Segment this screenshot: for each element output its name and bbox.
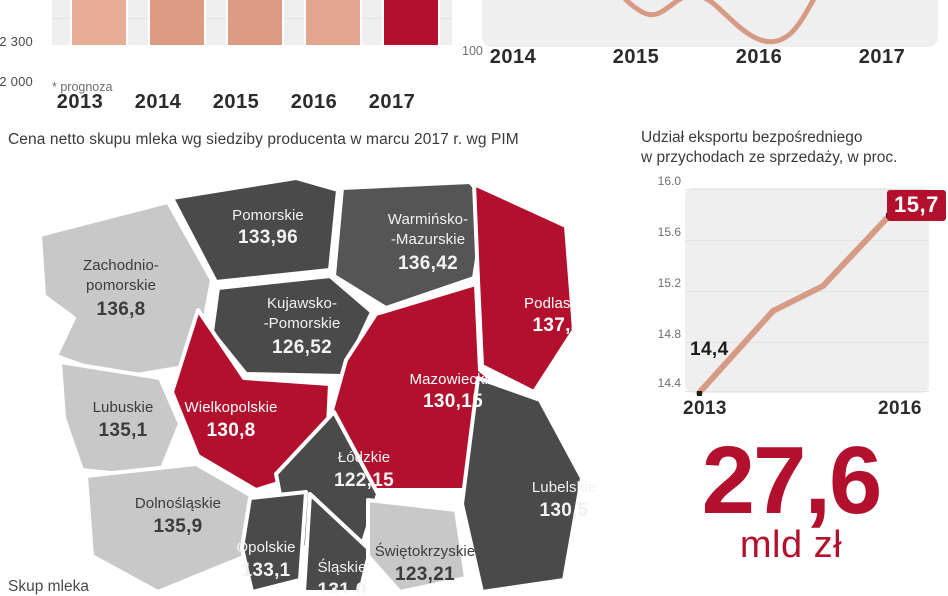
region-swietokrzyskie[interactable] (366, 498, 468, 593)
label-podlaskie-name: Podlaskie (524, 295, 590, 312)
bar-ytick-upper: 12 300 (0, 34, 33, 49)
label-dolnoslaskie-value: 135,9 (153, 516, 202, 537)
region-opolskie[interactable] (240, 490, 308, 593)
label-swietokrzyskie-value: 123,21 (395, 564, 455, 585)
label-opolskie-name: Opolskie (236, 539, 295, 556)
bar-ytick-lower: 12 000 (0, 74, 33, 89)
line-xtick-2017: 2017 (858, 46, 906, 68)
headline-figure-unit: mld zł (739, 524, 843, 566)
line-xtick-2015: 2015 (612, 46, 660, 68)
export-xtick-2016: 2016 (878, 398, 922, 419)
label-lodzkie-value: 122,15 (334, 470, 394, 491)
bar-xtick-2013: 2013 (56, 91, 104, 113)
map-title: Cena netto skupu mleka wg siedziby produ… (8, 131, 519, 148)
region-warminsko-mazurskie[interactable] (332, 180, 488, 310)
headline-figure: 27,6 mld zł (641, 427, 941, 567)
bar-xtick-2015: 2015 (212, 91, 260, 113)
line-chart-plot-area (482, 0, 938, 47)
label-kujawsko-name2: -Pomorskie (264, 315, 341, 332)
export-start-value-label: 14,4 (690, 339, 729, 360)
region-slaskie[interactable] (302, 492, 372, 593)
label-podlaskie-value: 137,5 (532, 315, 581, 336)
label-slaskie-value: 131,0 (317, 580, 366, 593)
label-lubelskie-value: 130,5 (539, 500, 588, 521)
label-warminsko-name1: Warmińsko- (388, 211, 468, 228)
top-charts-strip: 12 300 12 000 2013 2014 2015 2016 2017 *… (0, 0, 948, 113)
export-end-value-badge: 15,7 (887, 190, 946, 221)
export-chart-svg (696, 213, 892, 396)
label-slaskie-name: Śląskie (317, 558, 366, 576)
bar-2013 (70, 0, 128, 45)
export-gridline (685, 391, 929, 392)
region-pomorskie[interactable] (170, 176, 340, 284)
label-zachodniopomorskie-name2: pomorskie (86, 277, 156, 294)
label-lubuskie-name: Lubuskie (93, 399, 154, 416)
label-wielkopolskie-value: 130,8 (206, 420, 255, 441)
line-xtick-2014: 2014 (489, 46, 537, 68)
label-kujawsko-name1: Kujawsko- (267, 295, 337, 312)
line-chart-svg (622, 0, 817, 45)
bar-chart-plot-area (52, 0, 452, 45)
bar-2014 (148, 0, 206, 45)
label-mazowieckie-value: 130,15 (423, 391, 483, 412)
region-podlaskie[interactable] (472, 182, 576, 394)
export-chart-plot-area (685, 188, 929, 393)
export-share-line-chart: 16.0 15.6 15.2 14.8 14.4 2013 2016 15,7 … (641, 174, 946, 426)
line-xtick-2016: 2016 (735, 46, 783, 68)
label-pomorskie-name: Pomorskie (232, 207, 304, 224)
milk-purchase-bar-chart: 12 300 12 000 2013 2014 2015 2016 2017 *… (0, 0, 462, 113)
label-lubelskie-name: Lubelskie (532, 479, 596, 496)
label-lodzkie-name: Łódzkie (338, 449, 390, 466)
export-ytick-14-8: 14.8 (657, 327, 681, 341)
export-gridline (685, 342, 929, 343)
price-index-line-chart: 100 2014 2015 2016 2017 (462, 0, 948, 110)
label-zachodniopomorskie-name1: Zachodnio- (83, 257, 159, 274)
bar-2016 (304, 0, 362, 45)
region-lubelskie[interactable] (460, 376, 584, 593)
label-zachodniopomorskie-value: 136,8 (96, 299, 145, 320)
label-lubuskie-value: 135,1 (98, 420, 147, 441)
label-pomorskie-value: 133,96 (238, 227, 298, 248)
export-ytick-14-4: 14.4 (657, 376, 681, 390)
line-ytick-100: 100 (462, 44, 483, 58)
bar-chart-axis: 12 300 12 000 2013 2014 2015 2016 2017 (0, 34, 462, 113)
label-opolskie-value: 133,1 (241, 560, 290, 581)
export-xtick-2013: 2013 (683, 398, 727, 419)
label-mazowieckie-name: Mazowieckie (410, 371, 497, 388)
label-wielkopolskie-name: Wielkopolskie (185, 399, 278, 416)
export-ytick-15-6: 15.6 (657, 225, 681, 239)
bar-xtick-2016: 2016 (290, 91, 338, 113)
poland-voivodeship-map: Pomorskie 133,96 Warmińsko- -Mazurskie 1… (0, 160, 630, 593)
headline-figure-value: 27,6 (701, 427, 883, 534)
bar-xtick-2017: 2017 (368, 91, 416, 113)
export-ytick-15-2: 15.2 (657, 276, 681, 290)
map-footnote: Skup mleka (8, 578, 89, 595)
bar-2015 (226, 0, 284, 45)
bar-2017 (382, 0, 440, 45)
label-dolnoslaskie-name: Dolnośląskie (135, 495, 221, 512)
export-title-line2: w przychodach ze sprzedaży, w proc. (641, 149, 898, 166)
export-gridline (685, 189, 929, 190)
export-chart-title: Udział eksportu bezpośredniego w przycho… (641, 128, 941, 168)
label-warminsko-value: 136,42 (398, 253, 458, 274)
export-ytick-16-0: 16.0 (657, 174, 681, 188)
label-warminsko-name2: -Mazurskie (391, 231, 465, 248)
bar-chart-footnote: * prognoza (52, 80, 113, 94)
export-title-line1: Udział eksportu bezpośredniego (641, 129, 863, 146)
export-gridline (685, 240, 929, 241)
label-swietokrzyskie-name: Świętokrzyskie (375, 542, 476, 560)
bar-xtick-2014: 2014 (134, 91, 182, 113)
export-start-marker (697, 391, 702, 396)
label-kujawsko-value: 126,52 (272, 337, 332, 358)
